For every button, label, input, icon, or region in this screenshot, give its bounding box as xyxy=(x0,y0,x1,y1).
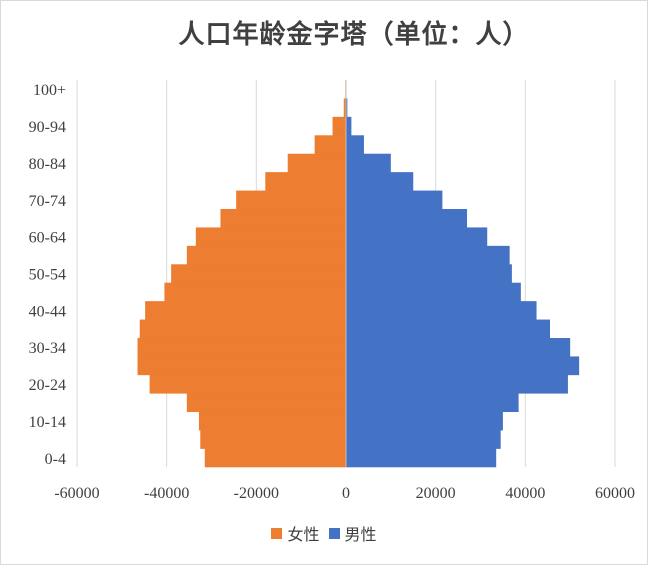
y-tick-label: 90-94 xyxy=(29,119,66,136)
legend-swatch-female xyxy=(271,527,283,539)
bar-female-60-64 xyxy=(195,227,346,247)
y-tick-label: 10-14 xyxy=(29,414,66,431)
bar-female-50-54 xyxy=(171,264,346,284)
bar-male-20-24 xyxy=(346,374,568,394)
bar-male-80-84 xyxy=(346,153,391,173)
bar-male-55-59 xyxy=(346,245,510,265)
bar-female-40-44 xyxy=(145,301,346,320)
legend: 女性 男性 xyxy=(0,521,648,545)
bar-female-20-24 xyxy=(149,374,346,394)
bar-male-70-74 xyxy=(346,190,443,210)
bar-male-25-29 xyxy=(346,356,580,376)
bar-female-30-34 xyxy=(137,338,346,357)
bar-female-90-94 xyxy=(332,116,346,136)
bar-male-65-69 xyxy=(346,209,468,228)
bar-female-65-69 xyxy=(220,209,346,228)
y-tick-label: 20-24 xyxy=(29,377,66,394)
bar-female-70-74 xyxy=(236,190,346,210)
bar-male-90-94 xyxy=(346,116,352,136)
legend-item-male: 男性 xyxy=(328,521,377,545)
y-tick-label: 100+ xyxy=(33,82,66,99)
bar-male-60-64 xyxy=(346,227,488,247)
bar-female-85-89 xyxy=(314,135,346,155)
bar-male-75-79 xyxy=(346,172,414,191)
bar-male-35-39 xyxy=(346,319,550,339)
bar-male-15-19 xyxy=(346,393,519,413)
y-tick-label: 0-4 xyxy=(45,451,66,468)
x-tick-label: 60000 xyxy=(595,485,635,502)
legend-label-male: 男性 xyxy=(344,525,377,544)
x-tick-label: 20000 xyxy=(416,485,456,502)
bar-female-25-29 xyxy=(137,356,346,376)
x-tick-label: -60000 xyxy=(54,485,99,502)
bar-male-95-99 xyxy=(346,98,348,118)
x-tick-label: -40000 xyxy=(144,485,189,502)
bar-male-0-4 xyxy=(346,448,497,468)
bar-female-45-49 xyxy=(164,282,346,302)
bar-male-45-49 xyxy=(346,282,521,302)
bar-female-0-4 xyxy=(204,448,346,468)
bar-female-75-79 xyxy=(265,172,346,191)
y-tick-label: 40-44 xyxy=(29,303,66,320)
legend-label-female: 女性 xyxy=(287,525,320,544)
bar-female-15-19 xyxy=(186,393,346,413)
bar-female-95-99 xyxy=(343,98,346,118)
bars xyxy=(137,80,580,468)
bar-male-5-9 xyxy=(346,430,501,449)
y-tick-label: 60-64 xyxy=(29,230,66,247)
bar-male-85-89 xyxy=(346,135,364,155)
bar-female-35-39 xyxy=(139,319,346,339)
legend-item-female: 女性 xyxy=(271,521,319,545)
bar-male-10-14 xyxy=(346,411,503,431)
bar-female-55-59 xyxy=(186,245,346,265)
x-tick-label: 40000 xyxy=(505,485,545,502)
chart-title: 人口年龄金字塔（单位：人） xyxy=(178,20,530,50)
bar-female-80-84 xyxy=(287,153,346,173)
bar-male-50-54 xyxy=(346,264,512,284)
y-tick-label: 80-84 xyxy=(29,156,66,173)
x-tick-label: -20000 xyxy=(234,485,279,502)
y-tick-labels: 0-4 10-14 20-24 30-34 40-44 50-54 60-64 70-74 80… xyxy=(29,82,66,468)
y-tick-label: 50-54 xyxy=(29,267,66,284)
y-tick-label: 70-74 xyxy=(29,193,66,210)
y-tick-label: 30-34 xyxy=(29,340,66,357)
bar-male-30-34 xyxy=(346,338,571,357)
x-tick-label: 0 xyxy=(342,485,350,502)
legend-swatch-male xyxy=(328,527,340,539)
bar-female-5-9 xyxy=(200,430,346,449)
bar-male-40-44 xyxy=(346,301,537,320)
x-tick-labels: -60000 -40000 -20000 0 20000 40000 60000 xyxy=(54,485,635,502)
bar-female-10-14 xyxy=(198,411,346,431)
